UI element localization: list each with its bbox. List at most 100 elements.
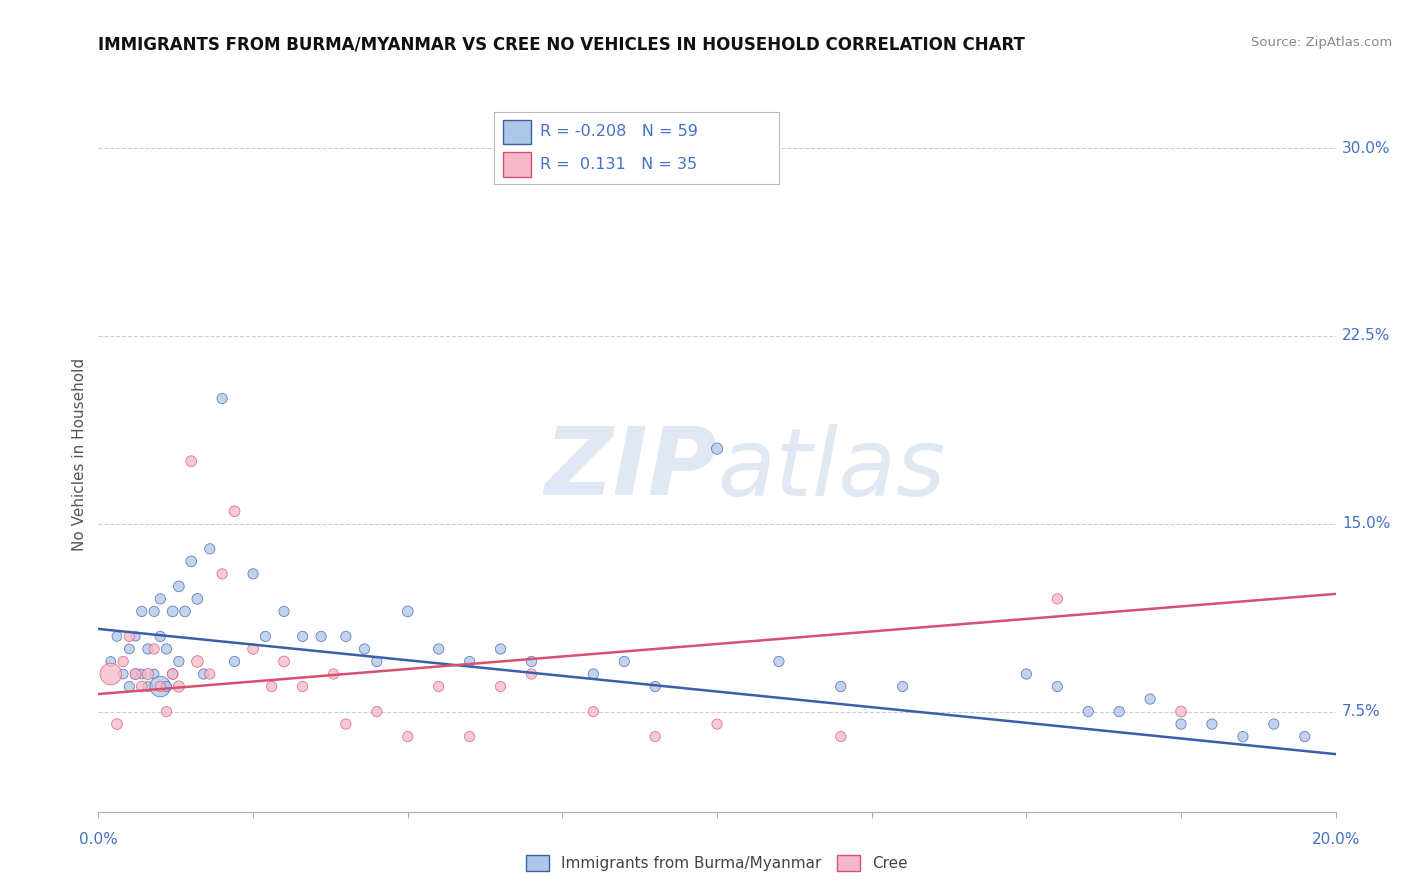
Point bbox=[198, 541, 221, 556]
Text: 22.5%: 22.5% bbox=[1341, 328, 1391, 343]
Point bbox=[149, 591, 172, 606]
Point bbox=[427, 680, 450, 694]
Point bbox=[1046, 680, 1069, 694]
Point bbox=[100, 667, 122, 681]
Point bbox=[131, 667, 153, 681]
Point bbox=[458, 730, 481, 744]
Point bbox=[254, 630, 277, 644]
Point bbox=[366, 655, 388, 669]
Point bbox=[124, 667, 146, 681]
Point bbox=[149, 630, 172, 644]
Point bbox=[162, 604, 184, 618]
Point bbox=[768, 655, 790, 669]
Point bbox=[242, 642, 264, 657]
Point bbox=[1139, 692, 1161, 706]
Text: ZIP: ZIP bbox=[544, 423, 717, 516]
Point bbox=[180, 554, 202, 568]
Point bbox=[273, 655, 295, 669]
Text: 0.0%: 0.0% bbox=[79, 831, 118, 847]
Point bbox=[118, 642, 141, 657]
Point bbox=[396, 730, 419, 744]
Point bbox=[427, 642, 450, 657]
Point bbox=[136, 642, 159, 657]
Point bbox=[1077, 705, 1099, 719]
Point bbox=[143, 642, 166, 657]
Point bbox=[124, 667, 146, 681]
Text: 20.0%: 20.0% bbox=[1312, 831, 1360, 847]
Point bbox=[335, 630, 357, 644]
Point bbox=[582, 667, 605, 681]
Point bbox=[1046, 591, 1069, 606]
Point bbox=[105, 717, 128, 731]
Point bbox=[131, 604, 153, 618]
Point bbox=[136, 667, 159, 681]
Point bbox=[366, 705, 388, 719]
Point bbox=[335, 717, 357, 731]
Y-axis label: No Vehicles in Household: No Vehicles in Household bbox=[72, 359, 87, 551]
Text: 30.0%: 30.0% bbox=[1341, 141, 1391, 156]
Point bbox=[162, 667, 184, 681]
Point bbox=[891, 680, 914, 694]
Point bbox=[186, 655, 208, 669]
Point bbox=[143, 604, 166, 618]
Text: atlas: atlas bbox=[717, 424, 945, 515]
Point bbox=[118, 630, 141, 644]
Point bbox=[322, 667, 344, 681]
Point bbox=[1294, 730, 1316, 744]
Point bbox=[149, 680, 172, 694]
Point bbox=[489, 680, 512, 694]
Point bbox=[155, 705, 177, 719]
Legend: Immigrants from Burma/Myanmar, Cree: Immigrants from Burma/Myanmar, Cree bbox=[522, 850, 912, 875]
Point bbox=[112, 667, 135, 681]
Point bbox=[830, 680, 852, 694]
Point bbox=[155, 642, 177, 657]
Point bbox=[644, 680, 666, 694]
Point bbox=[174, 604, 197, 618]
Point bbox=[706, 717, 728, 731]
Text: IMMIGRANTS FROM BURMA/MYANMAR VS CREE NO VEHICLES IN HOUSEHOLD CORRELATION CHART: IMMIGRANTS FROM BURMA/MYANMAR VS CREE NO… bbox=[98, 36, 1025, 54]
Point bbox=[186, 591, 208, 606]
Point bbox=[830, 730, 852, 744]
Point bbox=[242, 566, 264, 581]
Text: 7.5%: 7.5% bbox=[1341, 704, 1381, 719]
Point bbox=[167, 680, 190, 694]
Point bbox=[167, 579, 190, 593]
Point bbox=[353, 642, 375, 657]
Text: Source: ZipAtlas.com: Source: ZipAtlas.com bbox=[1251, 36, 1392, 49]
Point bbox=[193, 667, 215, 681]
Point bbox=[1015, 667, 1038, 681]
Point bbox=[396, 604, 419, 618]
Point bbox=[100, 655, 122, 669]
Point bbox=[309, 630, 332, 644]
Point bbox=[105, 630, 128, 644]
Point bbox=[124, 630, 146, 644]
Point bbox=[1263, 717, 1285, 731]
Point bbox=[520, 655, 543, 669]
Point bbox=[1201, 717, 1223, 731]
Point bbox=[224, 504, 246, 518]
Text: 15.0%: 15.0% bbox=[1341, 516, 1391, 532]
Point bbox=[520, 667, 543, 681]
Point bbox=[167, 655, 190, 669]
Point bbox=[613, 655, 636, 669]
Point bbox=[149, 680, 172, 694]
Point bbox=[260, 680, 283, 694]
Point bbox=[143, 667, 166, 681]
Point bbox=[291, 630, 314, 644]
Point bbox=[1108, 705, 1130, 719]
Point bbox=[1170, 705, 1192, 719]
Point bbox=[458, 655, 481, 669]
Point bbox=[211, 392, 233, 406]
Point bbox=[644, 730, 666, 744]
Point bbox=[273, 604, 295, 618]
Point bbox=[224, 655, 246, 669]
Point bbox=[1170, 717, 1192, 731]
Point bbox=[155, 680, 177, 694]
Point bbox=[131, 680, 153, 694]
Point bbox=[118, 680, 141, 694]
Point bbox=[211, 566, 233, 581]
Point bbox=[1232, 730, 1254, 744]
Point bbox=[489, 642, 512, 657]
Point bbox=[706, 442, 728, 456]
Point bbox=[180, 454, 202, 468]
